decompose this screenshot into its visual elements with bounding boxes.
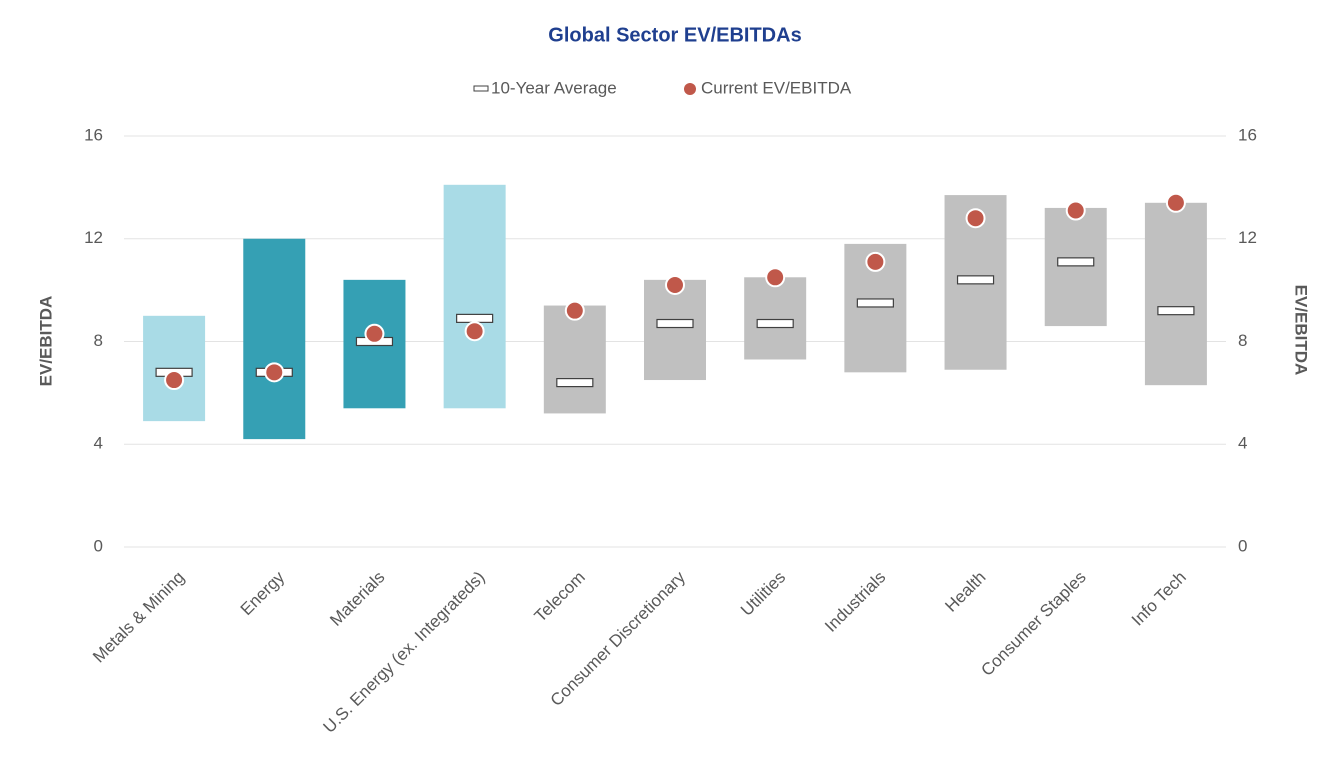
range-bar <box>644 279 706 381</box>
current-dot <box>164 370 185 391</box>
range-bar <box>1144 202 1207 386</box>
y-tick-label: 12 <box>84 228 103 247</box>
current-dot <box>965 208 986 229</box>
current-dot <box>564 300 585 321</box>
range-bar <box>543 305 606 414</box>
current-dot <box>765 267 786 288</box>
range-bar <box>744 277 807 360</box>
y2-tick-label: 4 <box>1238 434 1247 453</box>
current-dot <box>364 323 385 344</box>
current-dot <box>464 321 485 342</box>
average-marker <box>1157 306 1195 316</box>
x-tick-label: Energy <box>237 567 289 619</box>
legend-marker <box>473 85 489 92</box>
range-bar <box>443 184 506 409</box>
y2-tick-label: 0 <box>1238 536 1247 555</box>
range-bar <box>243 238 306 440</box>
average-marker <box>956 275 995 285</box>
x-tick-label: Health <box>941 568 989 616</box>
average-marker <box>1057 257 1095 267</box>
current-dot <box>865 251 886 272</box>
y2-tick-label: 16 <box>1238 125 1257 144</box>
y2-tick-label: 8 <box>1238 331 1247 350</box>
y-tick-label: 8 <box>94 331 103 350</box>
x-tick-label: U.S. Energy (ex. Integrateds) <box>320 568 489 737</box>
y-axis-title: EV/EBITDA <box>36 296 55 387</box>
average-marker <box>556 378 594 388</box>
legend-label: Current EV/EBITDA <box>701 78 852 97</box>
range-bar <box>1044 207 1107 327</box>
average-marker <box>856 298 894 308</box>
y-tick-label: 0 <box>94 536 103 555</box>
average-marker <box>656 318 694 329</box>
current-dot <box>1065 200 1086 221</box>
y2-axis-title: EV/EBITDA <box>1292 285 1311 376</box>
y-tick-label: 4 <box>94 434 103 453</box>
average-marker <box>756 318 794 329</box>
x-tick-label: Consumer Staples <box>977 568 1089 680</box>
x-tick-label: Info Tech <box>1128 568 1190 630</box>
x-tick-label: Industrials <box>821 568 889 636</box>
y-tick-label: 16 <box>84 125 103 144</box>
legend-marker <box>684 83 696 95</box>
y2-tick-label: 12 <box>1238 228 1257 247</box>
current-dot <box>1165 192 1186 213</box>
average-marker <box>456 313 494 323</box>
current-dot <box>665 274 685 295</box>
chart-title: Global Sector EV/EBITDAs <box>548 24 801 46</box>
legend-label: 10-Year Average <box>491 78 617 97</box>
current-dot <box>264 362 285 383</box>
x-tick-label: Telecom <box>531 568 589 626</box>
x-tick-label: Materials <box>326 568 388 630</box>
x-tick-label: Metals & Mining <box>89 568 188 667</box>
x-tick-label: Utilities <box>737 568 789 620</box>
